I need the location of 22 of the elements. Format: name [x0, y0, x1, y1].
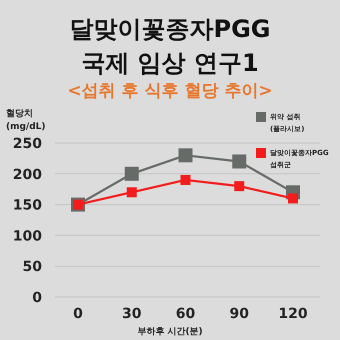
point [126, 187, 137, 198]
x-tick-label: 30 [122, 306, 142, 322]
y-tick-label: 0 [32, 290, 42, 306]
point [288, 193, 298, 204]
point [178, 148, 192, 162]
chart-title: 달맞이꽃종자PGG 국제 임상 연구1 [70, 15, 270, 77]
point [124, 166, 139, 181]
x-tick-label: 60 [176, 306, 196, 322]
y-tick-label: 200 [12, 166, 42, 183]
point [234, 181, 244, 192]
chart-subtitle: <섭취 후 식후 혈당 추이> [67, 81, 273, 101]
x-tick-label: 90 [230, 306, 250, 322]
point [180, 174, 190, 185]
y-tick-label: 100 [12, 228, 42, 244]
y-tick-label: 250 [12, 136, 42, 152]
y-tick-label: 50 [22, 259, 42, 276]
x-tick-label: 120 [278, 306, 308, 322]
x-axis-title: 부하후 시간(분) [137, 327, 203, 337]
x-tick-label: 0 [73, 306, 84, 322]
point [232, 154, 246, 168]
y-tick-label: 150 [12, 198, 42, 214]
y-axis-title: 혈당치 (mg/dL) [6, 109, 46, 132]
